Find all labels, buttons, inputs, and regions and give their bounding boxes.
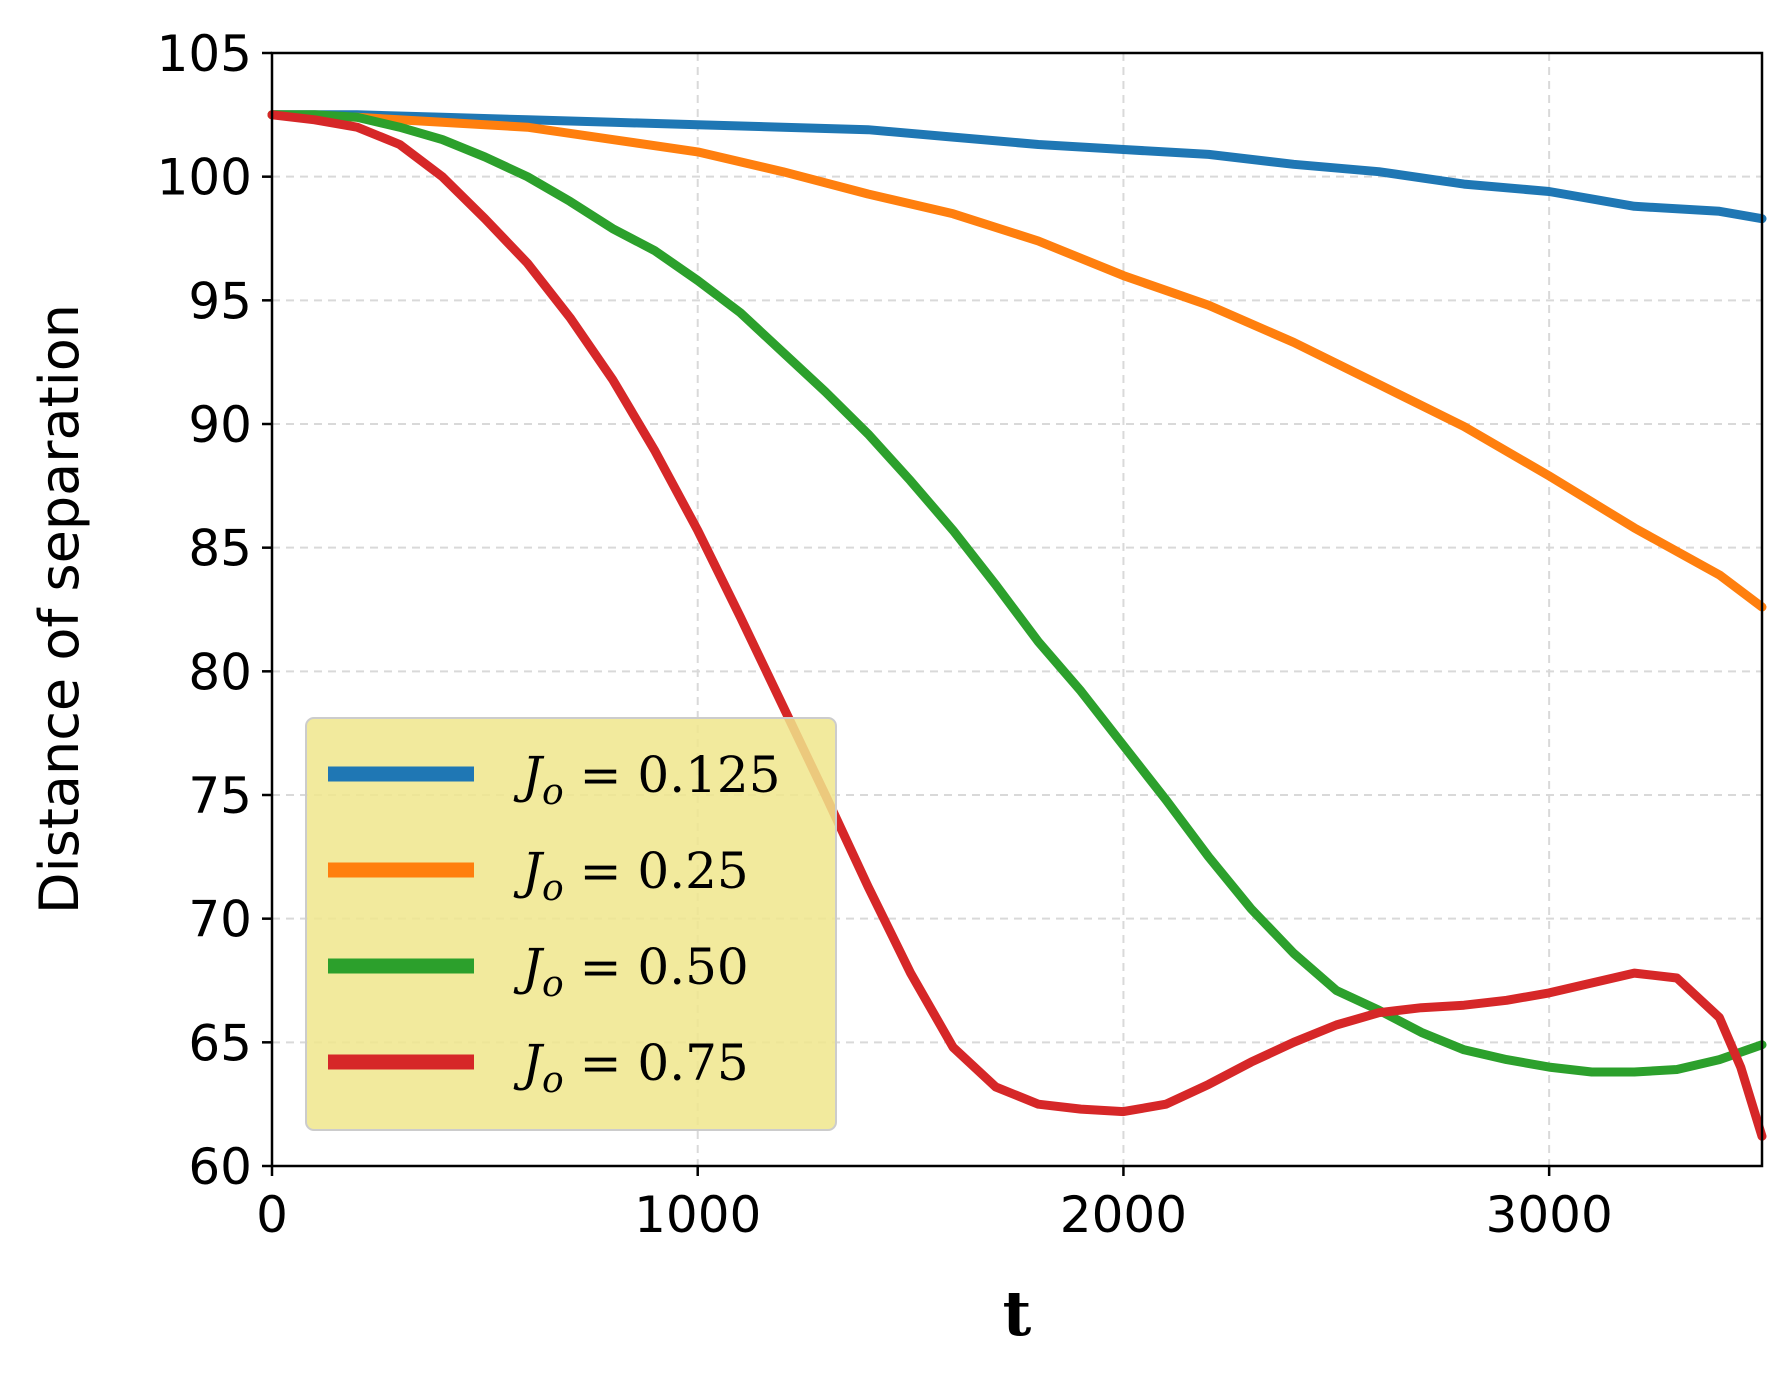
x-axis-title: t <box>1003 1277 1032 1350</box>
series-line-2 <box>267 110 1767 612</box>
y-tick-label: 85 <box>188 520 252 578</box>
series-lines <box>267 110 1767 1141</box>
y-tick-label: 60 <box>188 1138 252 1196</box>
y-tick-label: 70 <box>188 891 252 949</box>
series-line-3 <box>267 110 1767 1077</box>
series-line-1 <box>267 110 1767 224</box>
x-tick-label: 0 <box>256 1186 288 1244</box>
y-tick-label: 95 <box>188 272 252 330</box>
series-line-4 <box>267 110 1767 1141</box>
y-tick-label: 105 <box>157 25 252 83</box>
x-tick-label: 1000 <box>634 1186 761 1244</box>
y-tick-label: 65 <box>188 1014 252 1072</box>
legend-box <box>305 717 837 1131</box>
y-axis-title: Distance of separation <box>28 304 91 914</box>
plot-frame <box>270 51 1764 1168</box>
axis-ticks: 60 65 70 75 80 85 90 95 100 105 0 1000 2000 3000 <box>157 25 1613 1244</box>
y-tick-label: 80 <box>188 643 252 701</box>
x-tick-label: 2000 <box>1060 1186 1187 1244</box>
y-tick-label: 90 <box>188 396 252 454</box>
y-tick-label: 100 <box>157 149 252 207</box>
y-tick-label: 75 <box>188 767 252 825</box>
x-tick-label: 3000 <box>1486 1186 1613 1244</box>
